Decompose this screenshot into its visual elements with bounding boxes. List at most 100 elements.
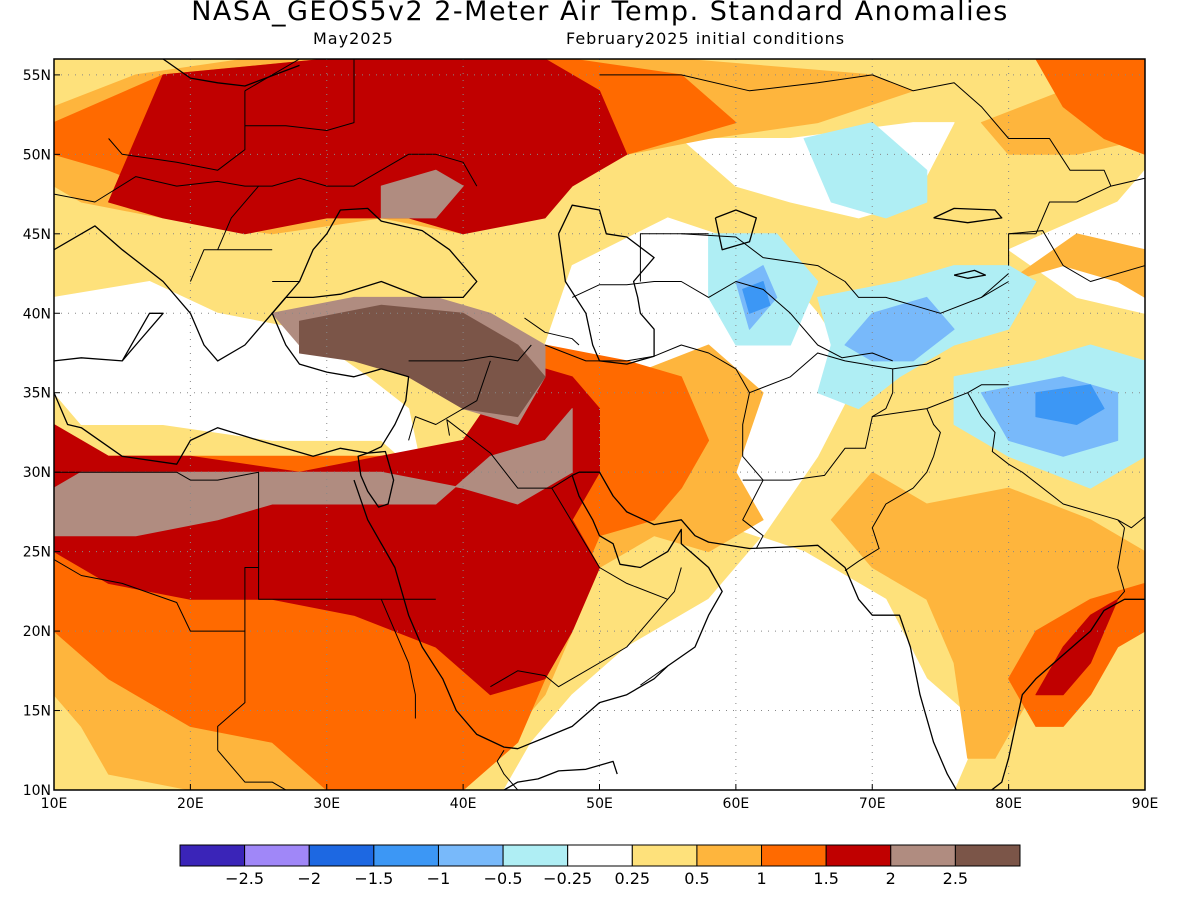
colorbar-swatch bbox=[308, 844, 375, 867]
lat-tick-label: 40N bbox=[23, 306, 51, 322]
coastline-0 bbox=[162, 59, 300, 87]
border-22 bbox=[599, 74, 1112, 187]
border-21 bbox=[681, 233, 1009, 314]
coastline-8 bbox=[357, 450, 395, 508]
border-27 bbox=[742, 368, 894, 481]
colorbar-swatch bbox=[244, 844, 310, 867]
colorbar-swatch bbox=[373, 844, 439, 867]
colorbar-swatch bbox=[179, 844, 246, 867]
coastline-7 bbox=[503, 760, 618, 790]
colorbar-swatch bbox=[502, 844, 569, 867]
anomaly-region-24 bbox=[1035, 598, 1119, 696]
lon-tick-label: 50E bbox=[586, 796, 613, 812]
coastline-6 bbox=[990, 598, 1145, 790]
border-6 bbox=[408, 344, 532, 362]
lon-tick-label: 30E bbox=[313, 796, 340, 812]
border-34 bbox=[981, 281, 1009, 298]
lon-tick-label: 40E bbox=[450, 796, 477, 812]
axis-ticks: 10E 20E 30E 40E 50E 60E 70E 80E 90E 10N 15N 20N 25N 3… bbox=[23, 68, 1159, 812]
chart-title: NASA_GEOS5v2 2-Meter Air Temp. Standard … bbox=[191, 0, 1009, 27]
lon-tick-label: 80E bbox=[995, 796, 1022, 812]
coastline-10 bbox=[714, 209, 757, 251]
colorbar-label: −0.25 bbox=[543, 869, 592, 888]
colorbar-label: 2 bbox=[886, 869, 896, 888]
colorbar-swatch bbox=[696, 844, 763, 867]
colorbar-label: 0.5 bbox=[684, 869, 709, 888]
gridlines bbox=[54, 59, 1145, 790]
colorbar-label: −1.5 bbox=[354, 869, 393, 888]
colorbar-swatch bbox=[890, 844, 956, 867]
colorbar-swatch bbox=[437, 844, 504, 867]
colorbar: −2.5 −2 −1.5 −1 −0.5 −0.25 0.25 0.5 1 1.5 2 2.5 bbox=[179, 844, 1021, 888]
border-2 bbox=[244, 59, 355, 131]
initial-conditions: February2025 initial conditions bbox=[566, 29, 846, 48]
border-33 bbox=[1008, 230, 1145, 282]
lat-tick-label: 45N bbox=[23, 227, 51, 243]
colorbar-label: 1 bbox=[756, 869, 766, 888]
coastline-9 bbox=[557, 204, 655, 365]
border-10 bbox=[54, 559, 246, 751]
anomaly-region-22 bbox=[108, 59, 628, 235]
colorbar-label: 2.5 bbox=[943, 869, 968, 888]
lat-tick-label: 15N bbox=[23, 704, 51, 720]
lon-tick-label: 10E bbox=[41, 796, 68, 812]
lon-tick-label: 70E bbox=[859, 796, 886, 812]
colorbar-swatch bbox=[954, 844, 1021, 867]
border-31 bbox=[1117, 516, 1145, 529]
border-24 bbox=[1110, 154, 1145, 187]
colorbar-swatch bbox=[567, 844, 633, 867]
lat-tick-label: 35N bbox=[23, 386, 51, 402]
border-30 bbox=[967, 392, 1125, 529]
border-18 bbox=[496, 750, 519, 790]
colorbar-label: −2.5 bbox=[225, 869, 264, 888]
border-7 bbox=[446, 419, 573, 489]
coastline-11 bbox=[933, 207, 1003, 224]
border-4 bbox=[189, 249, 273, 282]
anomaly-shading bbox=[54, 59, 1145, 790]
anomaly-region-17 bbox=[1035, 384, 1105, 425]
colorbar-label: 1.5 bbox=[813, 869, 838, 888]
lon-tick-label: 20E bbox=[177, 796, 204, 812]
border-12 bbox=[244, 567, 259, 632]
border-29 bbox=[844, 408, 941, 572]
anomaly-region-14 bbox=[844, 296, 955, 362]
colorbar-label: 0.25 bbox=[614, 869, 650, 888]
colorbar-swatch bbox=[631, 844, 698, 867]
border-15 bbox=[490, 598, 669, 688]
border-19 bbox=[571, 281, 893, 362]
border-11 bbox=[54, 471, 436, 600]
border-14 bbox=[380, 599, 416, 719]
lat-tick-label: 50N bbox=[23, 147, 51, 163]
border-16 bbox=[551, 487, 682, 600]
coastline-5 bbox=[579, 471, 958, 790]
lat-tick-label: 20N bbox=[23, 624, 51, 640]
lat-tick-label: 30N bbox=[23, 465, 51, 481]
forecast-month: May2025 bbox=[313, 29, 394, 48]
border-20 bbox=[639, 233, 709, 282]
lat-tick-label: 25N bbox=[23, 545, 51, 561]
border-13 bbox=[217, 749, 287, 790]
lon-tick-label: 90E bbox=[1132, 796, 1159, 812]
colorbar-label: −1 bbox=[427, 869, 451, 888]
lat-tick-label: 55N bbox=[23, 68, 51, 84]
coastline-1 bbox=[54, 207, 478, 362]
border-26 bbox=[749, 352, 941, 394]
border-3 bbox=[217, 185, 259, 250]
coastline-3 bbox=[54, 296, 410, 465]
border-9 bbox=[524, 317, 580, 346]
anomaly-region-27 bbox=[380, 169, 464, 219]
anomaly-region-21 bbox=[1035, 59, 1145, 155]
border-1 bbox=[108, 90, 246, 171]
border-8 bbox=[408, 360, 491, 441]
colorbar-label: −2 bbox=[297, 869, 321, 888]
border-0 bbox=[54, 153, 478, 203]
lat-tick-label: 10N bbox=[23, 783, 51, 799]
coastline-12 bbox=[953, 269, 987, 279]
country-borders bbox=[54, 59, 1145, 790]
border-23 bbox=[1008, 185, 1112, 266]
colorbar-swatch bbox=[825, 844, 892, 867]
lon-tick-label: 60E bbox=[723, 796, 750, 812]
colorbar-label: −0.5 bbox=[484, 869, 523, 888]
border-32 bbox=[1117, 527, 1125, 600]
